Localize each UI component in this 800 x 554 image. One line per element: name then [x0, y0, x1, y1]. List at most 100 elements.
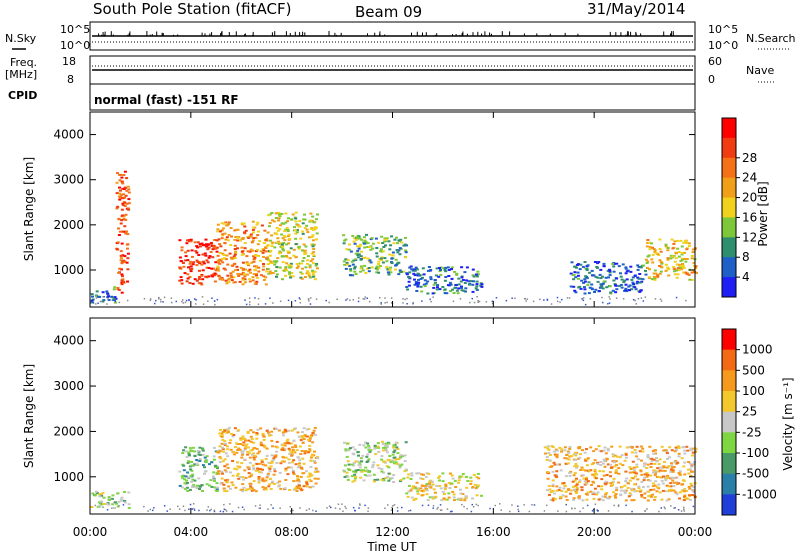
range-gate-cell — [416, 285, 420, 288]
range-gate-cell — [571, 480, 575, 483]
range-gate-cell — [646, 479, 650, 482]
ground-scatter-cell — [207, 506, 210, 508]
range-gate-cell — [545, 489, 549, 492]
range-gate-cell — [257, 254, 261, 257]
range-gate-cell — [614, 460, 618, 463]
range-gate-cell — [363, 246, 367, 249]
range-gate-cell — [254, 469, 258, 472]
range-gate-cell — [480, 283, 484, 286]
range-gate-cell — [342, 469, 346, 472]
ground-scatter-cell — [602, 301, 604, 304]
range-gate-cell — [607, 276, 610, 279]
range-gate-cell — [670, 476, 674, 479]
range-gate-cell — [225, 431, 229, 434]
range-gate-cell — [343, 464, 347, 467]
range-gate-cell — [344, 238, 348, 241]
range-gate-cell — [230, 481, 234, 484]
range-gate-cell — [664, 475, 668, 478]
range-gate-cell — [287, 242, 291, 245]
range-gate-cell — [302, 438, 306, 441]
range-gate-cell — [375, 271, 379, 274]
ground-scatter-cell — [214, 303, 216, 306]
range-gate-cell — [395, 236, 398, 239]
range-gate-cell — [389, 266, 393, 269]
range-gate-cell — [351, 235, 355, 237]
range-gate-cell — [582, 281, 586, 284]
range-gate-cell — [289, 451, 293, 454]
range-gate-cell — [609, 475, 612, 478]
range-gate-cell — [252, 456, 256, 459]
range-gate-cell — [342, 260, 346, 263]
cpid-text: normal (fast) -151 RF — [94, 93, 239, 107]
ground-scatter-cell — [269, 297, 271, 299]
range-gate-cell — [356, 252, 359, 255]
range-gate-cell — [438, 267, 441, 269]
range-gate-cell — [257, 477, 261, 480]
ground-scatter-cell — [337, 503, 340, 505]
range-gate-cell — [674, 269, 678, 272]
range-gate-cell — [226, 455, 230, 458]
range-gate-cell — [264, 457, 268, 460]
range-gate-cell — [261, 248, 265, 250]
range-gate-cell — [233, 257, 237, 259]
range-gate-cell — [118, 189, 122, 192]
range-gate-cell — [314, 482, 318, 485]
range-gate-cell — [102, 503, 106, 505]
range-gate-cell — [565, 453, 569, 456]
range-gate-cell — [686, 497, 690, 500]
colorbar-tick-label: -25 — [742, 425, 762, 439]
range-gate-cell — [217, 472, 220, 475]
range-gate-cell — [120, 219, 124, 222]
range-gate-cell — [615, 464, 618, 467]
range-gate-cell — [125, 230, 128, 233]
range-gate-cell — [610, 445, 614, 448]
range-gate-cell — [273, 470, 277, 473]
range-gate-cell — [290, 272, 294, 274]
range-gate-cell — [262, 435, 266, 438]
range-gate-cell — [300, 436, 304, 439]
range-gate-cell — [471, 290, 475, 293]
range-gate-cell — [261, 468, 264, 471]
range-gate-cell — [216, 467, 219, 470]
ground-scatter-cell — [561, 298, 563, 301]
range-gate-cell — [444, 270, 448, 273]
range-gate-cell — [610, 466, 614, 469]
range-gate-cell — [577, 496, 581, 499]
range-gate-cell — [639, 489, 643, 492]
range-gate-cell — [357, 454, 360, 457]
range-gate-cell — [215, 490, 219, 492]
range-gate-cell — [467, 280, 471, 283]
range-gate-cell — [654, 252, 658, 255]
range-gate-cell — [247, 472, 251, 475]
range-gate-cell — [297, 225, 301, 228]
ground-scatter-cell — [244, 299, 246, 301]
range-gate-cell — [593, 291, 596, 293]
range-gate-cell — [416, 272, 420, 275]
range-gate-cell — [124, 186, 128, 189]
range-gate-cell — [551, 470, 555, 473]
ground-scatter-cell — [509, 510, 511, 513]
range-gate-cell — [623, 459, 627, 462]
range-gate-cell — [281, 261, 285, 264]
range-gate-cell — [637, 487, 641, 490]
range-gate-cell — [620, 278, 624, 281]
range-gate-cell — [579, 287, 583, 290]
range-gate-cell — [636, 268, 640, 271]
range-gate-cell — [289, 275, 293, 277]
range-gate-cell — [281, 444, 285, 447]
range-gate-cell — [256, 467, 260, 470]
range-gate-cell — [300, 277, 304, 280]
range-gate-cell — [263, 446, 267, 449]
ground-scatter-cell — [229, 503, 231, 505]
range-gate-cell — [688, 244, 691, 247]
range-gate-cell — [204, 470, 208, 473]
ground-scatter-cell — [315, 298, 318, 300]
range-gate-cell — [270, 454, 274, 457]
range-gate-cell — [567, 451, 571, 454]
range-gate-cell — [675, 476, 679, 479]
range-gate-cell — [371, 242, 375, 245]
range-gate-cell — [683, 461, 687, 464]
colorbar-segment — [722, 157, 736, 179]
range-gate-cell — [444, 485, 448, 488]
